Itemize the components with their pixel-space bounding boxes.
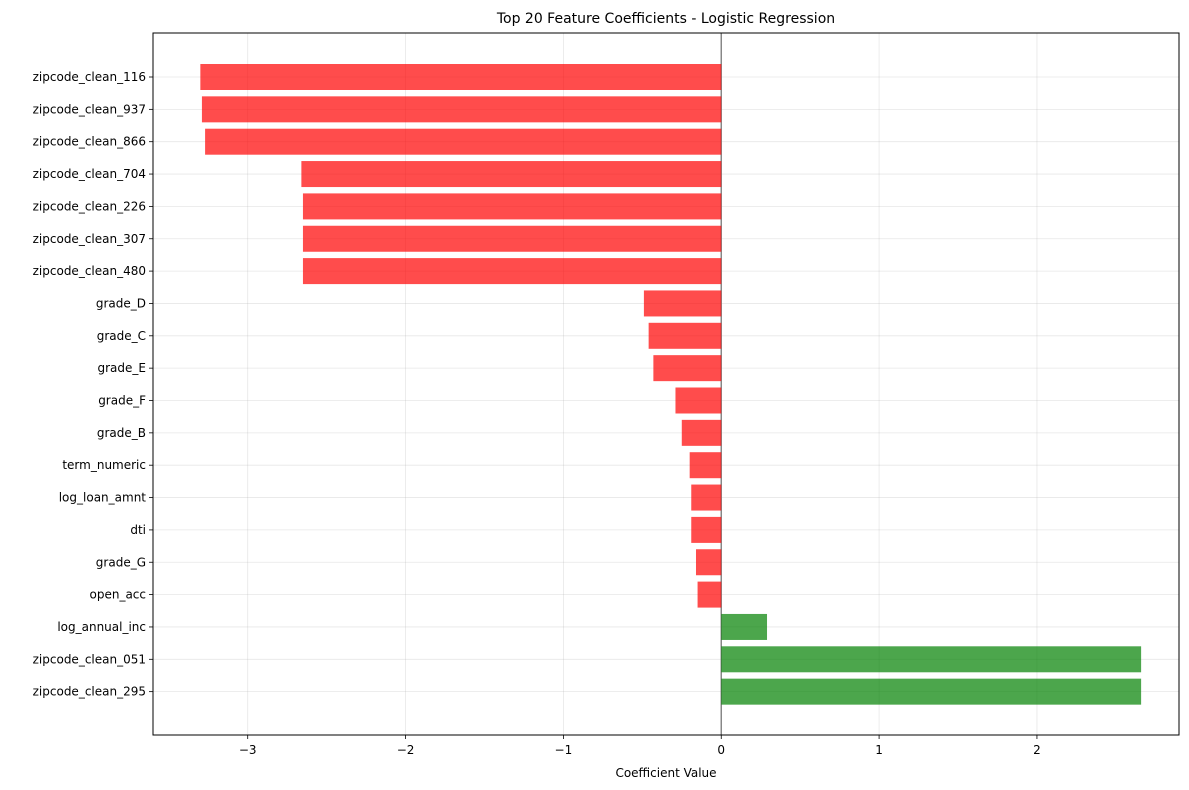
plot-frame	[152, 32, 1180, 736]
y-tick-label-zipcode_clean_116: zipcode_clean_116	[33, 70, 146, 84]
x-tick-label: 2	[1033, 743, 1041, 757]
x-axis-ticks: −3 −2 −1 0 1 2	[239, 735, 1041, 757]
x-tick-label: −2	[397, 743, 415, 757]
y-tick-label-grade_G: grade_G	[96, 555, 146, 569]
y-tick-label-zipcode_clean_051: zipcode_clean_051	[33, 652, 146, 666]
x-tick-label: 1	[875, 743, 883, 757]
y-tick-label-zipcode_clean_307: zipcode_clean_307	[33, 232, 146, 246]
bar-zipcode_clean_226	[302, 193, 722, 220]
bar-zipcode_clean_307	[302, 225, 722, 252]
bar-grade_G	[695, 549, 722, 576]
x-tick-label: −1	[555, 743, 573, 757]
y-tick-label-zipcode_clean_937: zipcode_clean_937	[33, 102, 146, 116]
bar-log_annual_inc	[721, 613, 768, 640]
bar-zipcode_clean_480	[302, 258, 722, 285]
bar-zipcode_clean_704	[301, 161, 722, 188]
y-tick-label-zipcode_clean_866: zipcode_clean_866	[33, 135, 146, 149]
x-tick-label: 0	[717, 743, 725, 757]
chart-title: Top 20 Feature Coefficients - Logistic R…	[496, 11, 835, 27]
bar-log_loan_amnt	[691, 484, 722, 511]
y-tick-label-grade_F: grade_F	[98, 394, 146, 408]
bar-zipcode_clean_295	[721, 678, 1142, 705]
y-tick-label-grade_C: grade_C	[97, 329, 146, 343]
x-axis-label: Coefficient Value	[615, 766, 716, 780]
y-tick-label-grade_B: grade_B	[97, 426, 146, 440]
bar-zipcode_clean_116	[200, 64, 722, 90]
y-tick-label-zipcode_clean_704: zipcode_clean_704	[33, 167, 146, 181]
bar-dti	[691, 516, 722, 543]
bar-grade_D	[643, 290, 722, 317]
x-tick-label: −3	[239, 743, 257, 757]
bar-grade_C	[648, 322, 722, 349]
y-tick-label-zipcode_clean_226: zipcode_clean_226	[33, 199, 146, 213]
y-tick-label-dti: dti	[130, 523, 146, 537]
y-tick-label-grade_D: grade_D	[96, 296, 146, 310]
bar-zipcode_clean_937	[201, 96, 722, 123]
y-axis-ticks: zipcode_clean_116 zipcode_clean_937zipcod…	[33, 70, 153, 699]
y-tick-label-log_loan_amnt: log_loan_amnt	[59, 491, 147, 505]
bar-zipcode_clean_051	[721, 646, 1142, 673]
y-tick-label-grade_E: grade_E	[98, 361, 147, 375]
bar-open_acc	[697, 581, 722, 608]
bar-zipcode_clean_866	[205, 128, 722, 155]
y-tick-label-open_acc: open_acc	[90, 588, 147, 602]
bar-grade_B	[681, 419, 722, 446]
bar-grade_E	[653, 355, 722, 382]
bar-term_numeric	[689, 452, 722, 479]
y-tick-label-zipcode_clean_295: zipcode_clean_295	[33, 685, 146, 699]
y-tick-label-term_numeric: term_numeric	[62, 458, 146, 472]
bar-grade_F	[675, 387, 722, 414]
y-tick-label-log_annual_inc: log_annual_inc	[57, 620, 146, 634]
y-tick-label-zipcode_clean_480: zipcode_clean_480	[33, 264, 146, 278]
bars	[200, 64, 1142, 705]
